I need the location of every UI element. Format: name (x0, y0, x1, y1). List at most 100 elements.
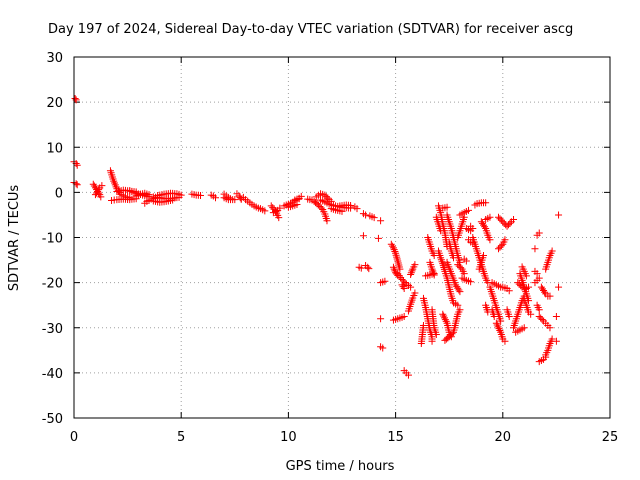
data-point (484, 308, 492, 316)
y-axis-label: SDTVAR / TECUs (7, 185, 22, 292)
data-point (365, 265, 373, 273)
data-point (404, 371, 412, 379)
data-point (464, 206, 472, 214)
data-point (377, 217, 385, 225)
data-point (495, 213, 503, 221)
data-point (555, 211, 563, 219)
y-tick-label: -10 (42, 232, 63, 247)
data-point (497, 242, 505, 250)
y-tick-label: -20 (42, 277, 63, 292)
data-point (317, 204, 325, 212)
plot-frame (73, 56, 611, 419)
data-point (314, 201, 322, 209)
data-point (94, 187, 102, 195)
data-point (323, 217, 331, 225)
data-point (432, 331, 440, 339)
data-point (457, 264, 465, 272)
data-point (347, 201, 355, 209)
data-point (440, 312, 448, 320)
data-point (276, 204, 284, 212)
data-point (440, 314, 448, 322)
data-point (497, 317, 505, 325)
data-point (514, 279, 522, 287)
data-point (357, 264, 365, 272)
data-point (95, 186, 103, 194)
data-point (555, 283, 563, 291)
data-point (486, 213, 494, 221)
data-point (407, 269, 415, 277)
data-point (522, 272, 530, 280)
data-point (212, 194, 220, 202)
x-tick-label: 25 (602, 430, 619, 445)
data-point (388, 242, 396, 250)
grid (74, 57, 610, 418)
x-tick-label: 5 (177, 430, 185, 445)
x-axis-label: GPS time / hours (286, 459, 395, 474)
data-point (98, 182, 106, 190)
data-point (505, 287, 513, 295)
y-tick-label: -30 (42, 322, 63, 337)
data-point (269, 204, 277, 212)
data-point (535, 306, 543, 314)
data-point (73, 181, 81, 189)
data-point (462, 257, 470, 265)
data-point (515, 280, 523, 288)
x-tick-label: 15 (387, 430, 404, 445)
data-point (449, 254, 457, 262)
data-point (456, 288, 464, 296)
data-point (548, 247, 556, 255)
data-point (321, 191, 329, 199)
data-point (546, 292, 554, 300)
data-point (370, 214, 378, 222)
data-point (407, 283, 415, 291)
chart-title: Day 197 of 2024, Sidereal Day-to-day VTE… (48, 22, 573, 37)
data-point (517, 282, 525, 290)
data-point (493, 321, 501, 329)
data-point (169, 196, 177, 204)
data-point (505, 221, 513, 229)
data-point (480, 252, 488, 260)
data-point (231, 196, 239, 204)
data-point (497, 216, 505, 224)
data-point (381, 277, 389, 285)
data-point (454, 301, 462, 309)
data-point (469, 224, 477, 232)
data-point (151, 194, 159, 202)
data-point (430, 270, 438, 278)
data-point (535, 312, 543, 320)
data-point (505, 312, 513, 320)
data-point (322, 193, 330, 201)
data-point (445, 333, 453, 341)
axis-ticks: 0 5 10 15 20 25 -50 -40 -30 -20 -10 0 10 20 30 (42, 51, 619, 445)
data-point (408, 267, 416, 275)
data-point (390, 265, 398, 273)
data-point (428, 337, 436, 345)
data-point (316, 203, 324, 211)
data-point (437, 227, 445, 235)
y-tick-label: 30 (46, 51, 63, 66)
data-point (535, 229, 543, 237)
data-point (97, 193, 105, 201)
data-point (374, 234, 382, 242)
data-points (70, 95, 563, 379)
data-point (387, 240, 395, 248)
data-point (492, 319, 500, 327)
data-point (552, 312, 560, 320)
data-point (359, 232, 367, 240)
y-tick-label: -50 (42, 412, 63, 427)
data-point (552, 337, 560, 345)
data-point (393, 255, 401, 263)
data-point (391, 247, 399, 255)
data-point (400, 312, 408, 320)
data-point (546, 324, 554, 332)
data-point (389, 263, 397, 271)
y-tick-label: 10 (46, 141, 63, 156)
data-point (495, 245, 503, 253)
data-point (495, 325, 503, 333)
data-point (496, 215, 504, 223)
data-point (499, 218, 507, 226)
data-point (496, 243, 504, 251)
x-tick-label: 10 (280, 430, 297, 445)
data-point (89, 180, 97, 188)
data-point (531, 245, 539, 253)
